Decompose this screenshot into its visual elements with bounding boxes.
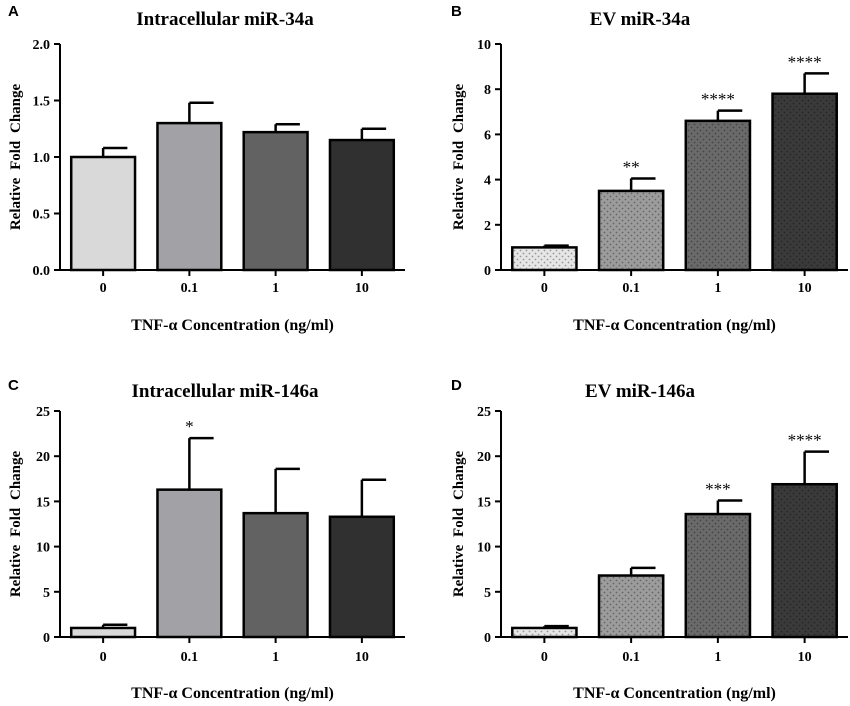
x-axis-label: TNF-α Concentration (ng/ml) [131, 317, 334, 334]
x-tick-label: 0.1 [622, 281, 640, 296]
bar-c-1 [156, 488, 223, 639]
x-tick-label: 10 [798, 650, 812, 665]
y-tick-label: 5 [484, 586, 491, 601]
bar-texture [513, 629, 575, 636]
y-tick-label: 4 [484, 174, 491, 189]
y-tick-label: 1.5 [33, 95, 51, 110]
chart-title: EV miR-146a [585, 381, 695, 402]
bar-texture [774, 485, 836, 636]
bar-c-0 [69, 626, 137, 639]
significance-label: **** [701, 90, 735, 109]
bar-texture [600, 577, 662, 636]
bar-texture [513, 248, 575, 269]
bar-a-1 [156, 121, 223, 272]
bar-a-0 [69, 155, 137, 272]
bar-a-2 [242, 130, 309, 272]
y-tick-label: 0 [484, 264, 491, 279]
y-tick-label: 20 [36, 450, 50, 465]
bar-texture [687, 515, 749, 636]
y-axis-label: Relative Fold Change [8, 83, 24, 230]
significance-label: ** [623, 157, 640, 176]
bar-texture [687, 122, 749, 269]
x-tick-label: 10 [355, 650, 369, 665]
y-tick-label: 0 [43, 631, 50, 646]
x-tick-label: 0 [541, 650, 548, 665]
y-tick-label: 20 [477, 450, 491, 465]
x-axis-label: TNF-α Concentration (ng/ml) [131, 685, 334, 702]
y-tick-label: 25 [36, 405, 50, 420]
y-tick-label: 10 [477, 38, 491, 53]
panel-letter: A [8, 3, 19, 20]
x-tick-label: 0.1 [181, 650, 199, 665]
y-tick-label: 0.5 [33, 208, 51, 223]
x-tick-label: 1 [714, 281, 721, 296]
y-tick-label: 10 [36, 541, 50, 556]
y-axis-label: Relative Fold Change [8, 450, 24, 597]
x-tick-label: 10 [798, 281, 812, 296]
x-tick-label: 0 [541, 281, 548, 296]
y-tick-label: 1.0 [33, 151, 51, 166]
chart-panel-d: D EV miR-146a Relative Fold Change TNF-α Co… [451, 377, 848, 702]
x-tick-label: 0.1 [622, 650, 640, 665]
y-tick-label: 0.0 [33, 264, 51, 279]
y-tick-label: 15 [477, 495, 491, 510]
chart-title: EV miR-34a [590, 9, 691, 30]
panel-letter: C [8, 377, 19, 394]
x-tick-label: 0 [100, 281, 107, 296]
significance-label: **** [788, 431, 822, 450]
chart-panel-c: C Intracellular miR-146a Relative Fold Cha… [8, 377, 405, 702]
x-axis-label: TNF-α Concentration (ng/ml) [573, 685, 776, 702]
y-axis-label: Relative Fold Change [451, 450, 467, 597]
x-axis-label: TNF-α Concentration (ng/ml) [573, 317, 776, 334]
y-tick-label: 6 [484, 128, 491, 143]
x-tick-label: 10 [355, 281, 369, 296]
chart-panel-a: A Intracellular miR-34a Relative Fold Chan… [8, 3, 405, 334]
y-tick-label: 10 [477, 541, 491, 556]
significance-label: * [185, 417, 194, 436]
y-tick-label: 2 [484, 219, 491, 234]
chart-title: Intracellular miR-146a [132, 381, 319, 402]
x-tick-label: 1 [272, 281, 279, 296]
panel-letter: B [451, 3, 462, 20]
y-tick-label: 15 [36, 495, 50, 510]
y-axis-label: Relative Fold Change [451, 83, 467, 230]
y-tick-label: 0 [484, 631, 491, 646]
bar-c-3 [328, 515, 396, 639]
y-tick-label: 25 [477, 405, 491, 420]
y-tick-label: 8 [484, 83, 491, 98]
bar-texture [600, 192, 662, 269]
chart-panel-b: B EV miR-34a Relative Fold Change TNF-α Con… [451, 3, 848, 334]
panel-letter: D [451, 377, 462, 394]
x-tick-label: 1 [272, 650, 279, 665]
bar-c-2 [242, 511, 309, 639]
y-tick-label: 5 [43, 586, 50, 601]
x-tick-label: 1 [714, 650, 721, 665]
bar-texture [774, 95, 836, 269]
bar-a-3 [328, 138, 396, 272]
y-tick-label: 2.0 [33, 38, 51, 53]
x-tick-label: 0 [100, 650, 107, 665]
significance-label: *** [705, 479, 731, 498]
significance-label: **** [788, 52, 822, 71]
chart-title: Intracellular miR-34a [136, 9, 314, 30]
x-tick-label: 0.1 [181, 281, 199, 296]
